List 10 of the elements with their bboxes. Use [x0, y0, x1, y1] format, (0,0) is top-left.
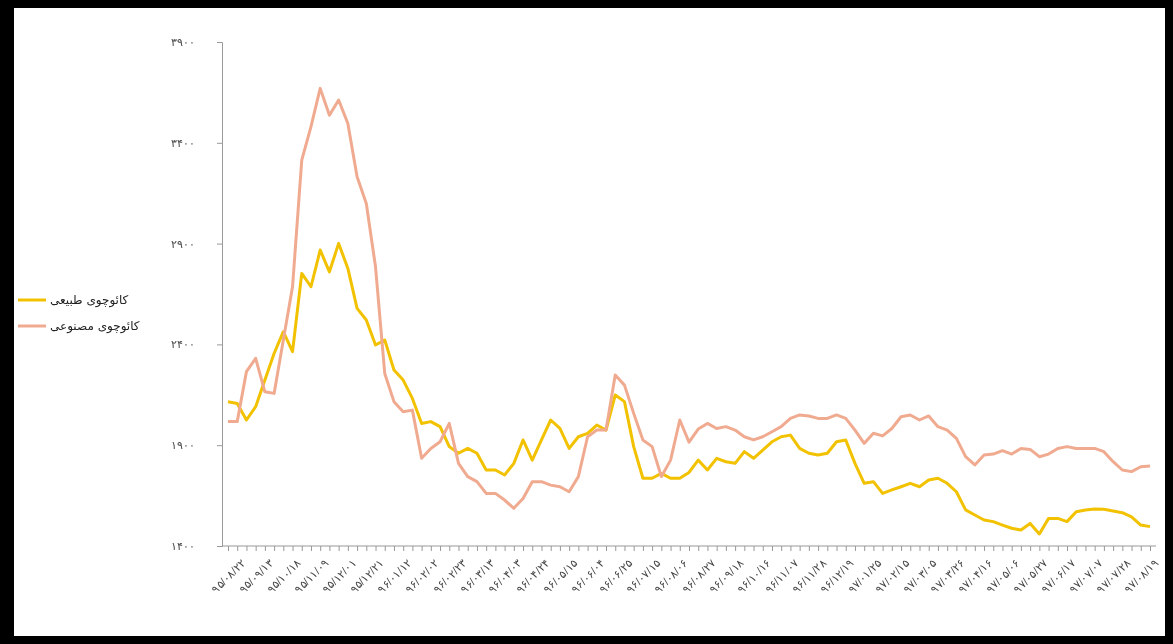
y-tick-label: ۲۴۰۰ — [171, 338, 195, 351]
legend-label: کائوچوی طبیعی — [50, 293, 129, 308]
y-tick-label: ۲۹۰۰ — [171, 237, 195, 250]
legend-label: کائوچوی مصنوعی — [50, 319, 140, 334]
y-tick-label: ۱۴۰۰ — [171, 540, 195, 553]
line-series — [226, 86, 1152, 510]
y-tick-label: ۱۹۰۰ — [171, 439, 195, 452]
y-tick-label: ۳۹۰۰ — [171, 36, 195, 49]
line-series — [226, 241, 1152, 536]
y-tick-label: ۳۴۰۰ — [171, 136, 195, 149]
